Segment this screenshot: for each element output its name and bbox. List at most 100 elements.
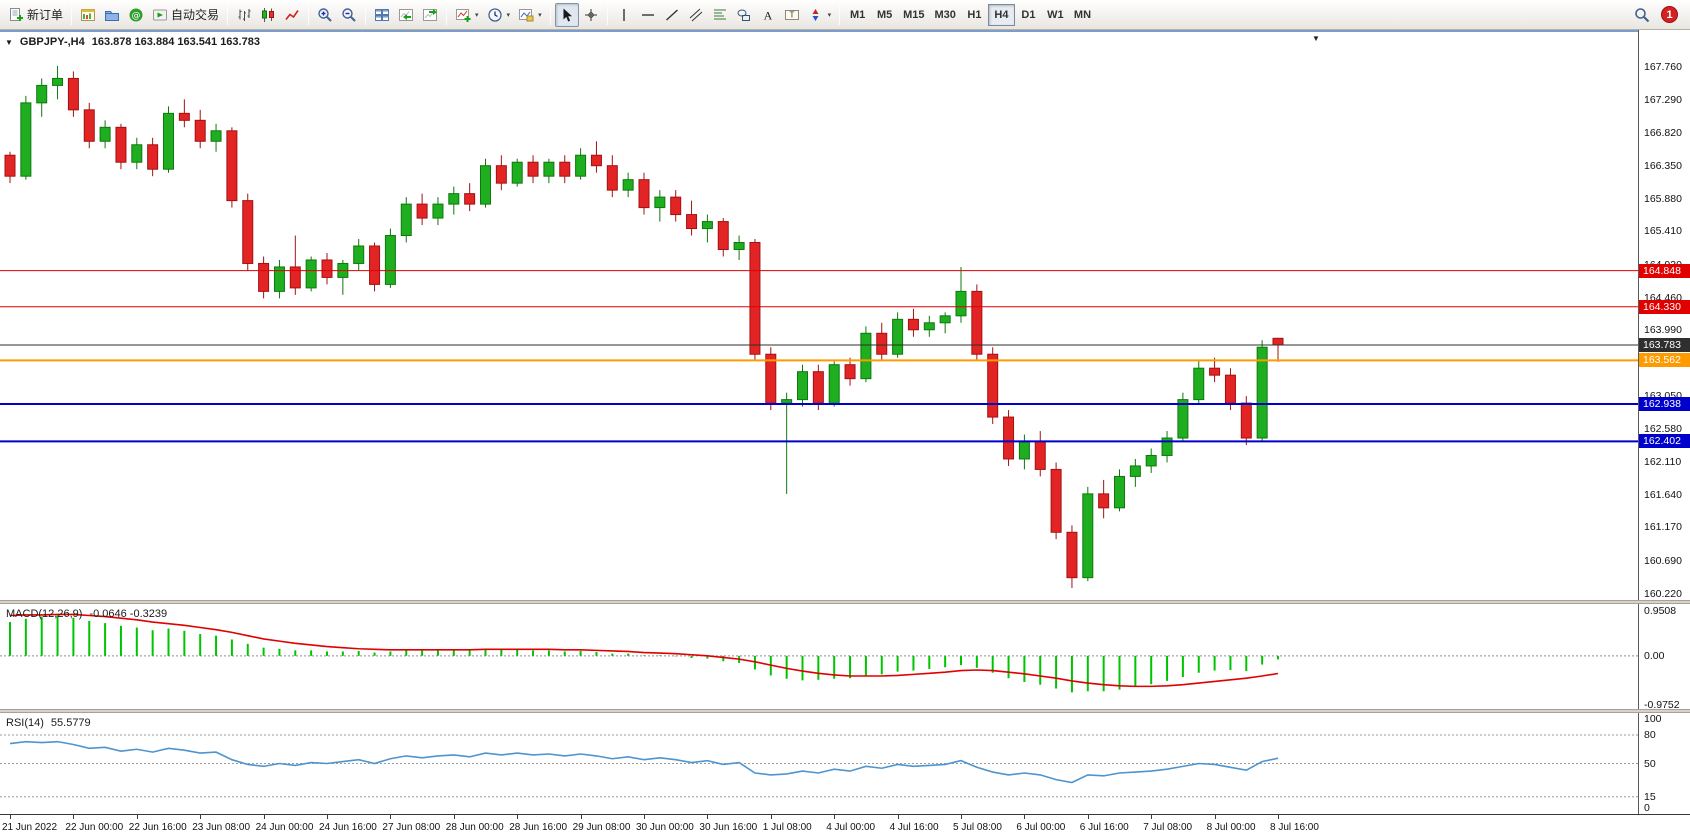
arrows-button[interactable]: ▾ xyxy=(804,3,836,27)
panel-splitter-rsi[interactable] xyxy=(0,709,1690,713)
candle xyxy=(495,155,507,191)
fibonacci-button[interactable] xyxy=(708,3,732,27)
scroll-marker-icon[interactable]: ▼ xyxy=(1312,34,1320,43)
dropdown-icon[interactable]: ▾ xyxy=(538,11,542,19)
timeframe-m30-button[interactable]: M30 xyxy=(934,8,956,21)
templates-icon xyxy=(518,7,534,23)
price-tag-162.402: 162.402 xyxy=(1639,434,1690,449)
candle xyxy=(1177,392,1189,442)
price-axis[interactable]: 167.760 167.290 166.820 166.350 165.880 165.4… xyxy=(1638,30,1690,814)
horizontal-line-button[interactable] xyxy=(636,3,660,27)
time-label: 6 Jul 16:00 xyxy=(1079,822,1129,833)
candle xyxy=(432,197,444,226)
line-chart-button[interactable] xyxy=(280,3,304,27)
timeframe-m15-button[interactable]: M15 xyxy=(903,8,925,21)
timeframe-mn-button[interactable]: MN xyxy=(1073,8,1092,21)
toolbar-buttons: 新订单 @ 自动交易 ▾ ▾ ▾ A T ▾ M1 M5 M15 M30 H1 H4 D1 W1 MN xyxy=(4,0,1096,29)
price-chart[interactable] xyxy=(0,32,1638,600)
time-label: 1 Jul 08:00 xyxy=(762,822,812,833)
dropdown-icon[interactable]: ▾ xyxy=(506,11,511,19)
candle xyxy=(828,361,840,407)
shapes-button[interactable] xyxy=(732,3,756,27)
dropdown-icon[interactable]: ▾ xyxy=(475,11,479,19)
macd-chart[interactable] xyxy=(0,604,1638,709)
panel-splitter-macd[interactable] xyxy=(0,600,1690,604)
price-axis-label: 162.110 xyxy=(1644,455,1682,468)
time-label: 4 Jul 16:00 xyxy=(889,822,939,833)
candle xyxy=(559,155,571,184)
candle xyxy=(273,259,285,299)
time-label: 22 Jun 00:00 xyxy=(65,822,124,833)
channel-button[interactable] xyxy=(684,3,708,27)
timeframe-d1-button[interactable]: D1 xyxy=(1021,8,1036,21)
timeframe-m1-button[interactable]: M1 xyxy=(849,8,866,21)
rsi-chart[interactable] xyxy=(0,713,1638,814)
timeframe-h1-button[interactable]: H1 xyxy=(967,8,982,21)
search-icon xyxy=(1634,7,1650,23)
candle xyxy=(575,148,587,180)
zoom-out-button[interactable] xyxy=(337,3,361,27)
price-tag-164.848: 164.848 xyxy=(1639,263,1690,278)
collapse-icon[interactable]: ▼ xyxy=(5,37,13,47)
tile-windows-button[interactable] xyxy=(370,3,394,27)
candle xyxy=(36,78,48,117)
candle xyxy=(860,326,872,383)
search-button[interactable] xyxy=(1630,3,1654,27)
notification-badge[interactable]: 1 xyxy=(1661,6,1678,23)
time-tick xyxy=(1214,815,1216,819)
trendline-button[interactable] xyxy=(660,3,684,27)
rsi-axis-label: 100 xyxy=(1644,713,1662,725)
time-tick xyxy=(1278,815,1279,819)
time-label: 7 Jul 08:00 xyxy=(1143,822,1193,833)
new-chart-button[interactable] xyxy=(76,3,100,27)
time-tick xyxy=(707,815,709,819)
candle xyxy=(971,284,983,362)
toolbar-separator xyxy=(549,4,551,25)
timeframe-h4-button[interactable]: H4 xyxy=(987,3,1015,26)
crosshair-button[interactable] xyxy=(579,3,603,27)
chart-shift-button[interactable] xyxy=(418,3,442,27)
time-label: 23 Jun 08:00 xyxy=(192,822,251,833)
time-tick xyxy=(834,815,836,819)
trendline-icon xyxy=(664,7,680,23)
cursor-icon xyxy=(559,7,575,23)
templates-button[interactable]: ▾ xyxy=(514,3,546,27)
auto-trading-button[interactable]: 自动交易 xyxy=(148,3,223,27)
ohlc-values: 163.878 163.884 163.541 163.783 xyxy=(91,36,260,48)
cursor-button[interactable] xyxy=(554,2,579,27)
candle xyxy=(480,158,491,208)
rsi-axis-label: 15 xyxy=(1644,790,1656,803)
auto-scroll-button[interactable] xyxy=(394,3,418,27)
crosshair-icon xyxy=(583,7,599,23)
candle xyxy=(1066,525,1078,589)
candle xyxy=(369,242,381,292)
zoom-in-button[interactable] xyxy=(313,3,337,27)
text-button[interactable]: A xyxy=(756,3,780,27)
candle xyxy=(337,259,349,295)
timeframe-m5-button[interactable]: M5 xyxy=(876,8,893,21)
price-axis-label: 162.580 xyxy=(1644,422,1682,435)
dropdown-icon[interactable]: ▾ xyxy=(827,11,832,19)
rsi-indicator-label: RSI(14) 55.5779 xyxy=(6,717,91,729)
periods-icon xyxy=(487,7,503,23)
price-axis-label: 160.690 xyxy=(1644,554,1682,567)
toolbar-separator xyxy=(839,4,841,25)
timeframe-w1-button[interactable]: W1 xyxy=(1047,8,1064,21)
text-label-button[interactable]: T xyxy=(780,3,804,27)
community-button[interactable]: @ xyxy=(124,3,148,27)
periods-button[interactable]: ▾ xyxy=(483,3,515,27)
vline-icon xyxy=(616,7,632,23)
auto-scroll-icon xyxy=(398,7,414,23)
time-tick xyxy=(327,815,328,819)
candle-chart-button[interactable] xyxy=(256,3,280,27)
time-axis[interactable]: 21 Jun 2022 22 Jun 00:00 22 Jun 16:00 23 Ju… xyxy=(0,814,1690,838)
bar-chart-button[interactable] xyxy=(232,3,256,27)
candle xyxy=(258,256,270,299)
profiles-button[interactable] xyxy=(100,3,124,27)
time-tick xyxy=(1087,815,1089,819)
time-tick xyxy=(644,815,645,819)
time-tick xyxy=(200,815,202,819)
vertical-line-button[interactable] xyxy=(612,3,636,27)
new-order-button[interactable]: 新订单 xyxy=(4,3,67,27)
indicators-button[interactable]: ▾ xyxy=(451,3,483,27)
